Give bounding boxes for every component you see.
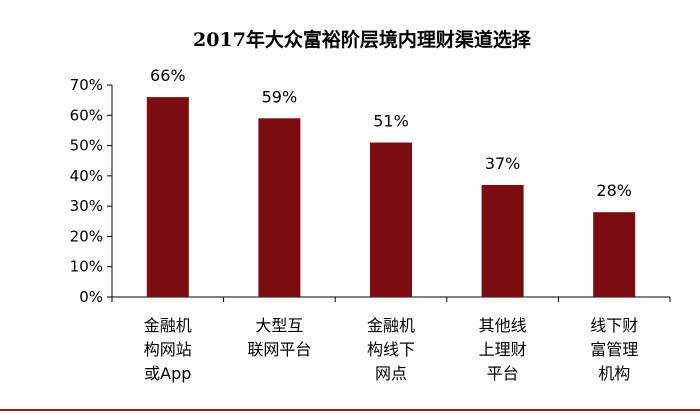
data-label: 37% xyxy=(485,154,521,173)
category-label: 金融机 xyxy=(144,316,192,335)
y-tick-label: 40% xyxy=(70,167,103,185)
category-label: 构线下 xyxy=(367,340,415,359)
axes: 0% 10% 20% 30% 40% 50% 60% 70% xyxy=(70,76,671,306)
data-label: 51% xyxy=(373,112,409,131)
y-tick-label: 0% xyxy=(79,288,103,306)
data-label: 66% xyxy=(150,66,186,85)
category-label: 金融机 xyxy=(367,316,415,335)
category-label: 网点 xyxy=(375,364,407,383)
category-label: 大型互 xyxy=(255,316,303,335)
bar xyxy=(593,212,636,297)
bar xyxy=(481,184,524,297)
category-label: 线下财 xyxy=(590,316,638,335)
category-label: 机构 xyxy=(598,364,630,383)
category-label: 富管理 xyxy=(590,340,638,359)
bar xyxy=(258,118,301,297)
data-labels: 66% 59% 51% 37% 28% xyxy=(150,66,632,200)
y-tick-label: 50% xyxy=(70,137,103,155)
bars xyxy=(146,97,636,297)
category-label: 其他线 xyxy=(479,316,527,335)
chart-title: 2017年大众富裕阶层境内理财渠道选择 xyxy=(193,28,532,51)
bar xyxy=(370,142,412,297)
category-label: 或App xyxy=(144,364,191,383)
category-label: 上理财 xyxy=(479,340,527,359)
y-tick-label: 60% xyxy=(70,106,103,124)
category-label: 联网平台 xyxy=(247,340,311,359)
y-tick-label: 30% xyxy=(70,197,103,215)
bar xyxy=(146,97,189,297)
y-tick-label: 70% xyxy=(70,76,103,94)
y-tick-label: 20% xyxy=(70,227,103,245)
y-tick-label: 10% xyxy=(70,258,103,276)
category-label: 构网站 xyxy=(144,340,192,359)
category-label: 平台 xyxy=(487,364,519,383)
data-label: 59% xyxy=(262,87,298,106)
data-label: 28% xyxy=(596,181,632,200)
